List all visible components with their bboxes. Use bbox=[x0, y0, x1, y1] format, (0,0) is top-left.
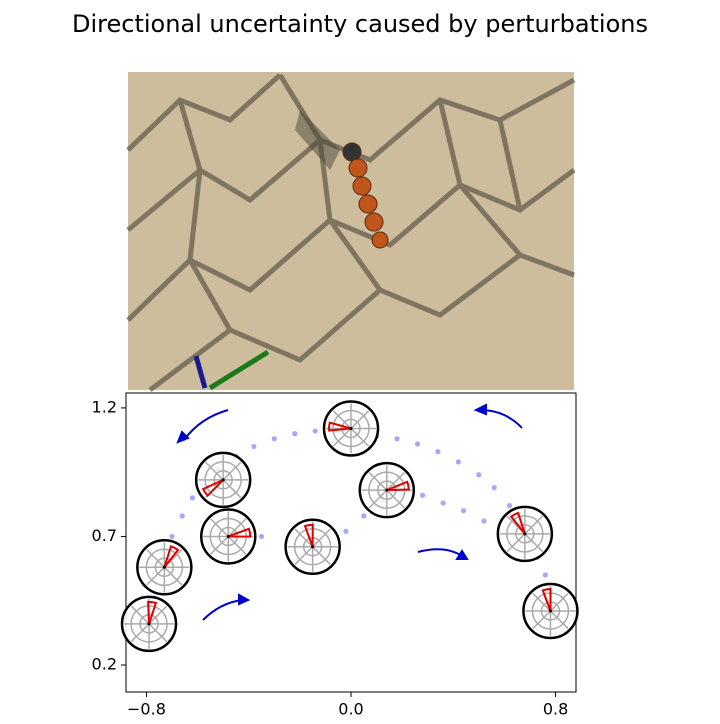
glyph-center bbox=[385, 488, 389, 492]
direction-lobe bbox=[541, 587, 552, 612]
robot bbox=[342, 142, 389, 249]
glyph-spoke bbox=[312, 528, 331, 548]
direction-lobe bbox=[386, 480, 410, 492]
point bbox=[481, 518, 487, 524]
glyph-spoke bbox=[506, 533, 526, 553]
glyph-spoke bbox=[312, 546, 331, 565]
polar-glyph bbox=[522, 582, 579, 640]
point bbox=[460, 508, 467, 514]
glyph-spoke bbox=[386, 489, 406, 509]
polar-glyph bbox=[194, 451, 252, 509]
flow-arrows bbox=[176, 403, 523, 621]
point bbox=[169, 533, 175, 540]
glyph-spoke bbox=[368, 489, 388, 509]
glyph-spoke bbox=[332, 427, 352, 447]
polar-glyph bbox=[358, 461, 416, 519]
point bbox=[292, 431, 298, 437]
axis-green bbox=[208, 349, 270, 391]
glyph-spoke bbox=[130, 605, 150, 625]
point bbox=[189, 495, 196, 501]
glyph-spoke bbox=[146, 549, 165, 568]
point bbox=[258, 533, 265, 540]
glyph-spoke bbox=[524, 515, 544, 535]
glyph-center bbox=[311, 545, 315, 549]
glyph-spoke bbox=[204, 461, 224, 481]
glyph-spoke bbox=[210, 535, 229, 555]
glyph-spoke bbox=[227, 535, 247, 555]
glyph-spoke bbox=[532, 592, 551, 612]
axis-blue bbox=[193, 355, 208, 389]
glyph-center bbox=[226, 534, 230, 538]
point bbox=[271, 436, 277, 442]
glyph-spoke bbox=[222, 461, 242, 481]
polar-glyph bbox=[496, 505, 554, 563]
polar-glyph bbox=[284, 518, 341, 575]
point bbox=[361, 513, 367, 519]
point bbox=[312, 428, 318, 434]
x-tick-label: 0.0 bbox=[338, 700, 363, 719]
glyph-spoke bbox=[130, 623, 150, 643]
title: Directional uncertainty caused by pertur… bbox=[72, 10, 648, 38]
point bbox=[179, 513, 185, 519]
glyph-spoke bbox=[386, 471, 406, 491]
shadow bbox=[295, 110, 340, 170]
point bbox=[419, 492, 426, 498]
point bbox=[455, 459, 461, 465]
point bbox=[440, 500, 446, 506]
glyph-spoke bbox=[148, 623, 168, 643]
glyph-spoke bbox=[350, 410, 370, 430]
direction-lobe bbox=[303, 523, 314, 548]
polar-glyph bbox=[136, 539, 193, 596]
y-tick-label: 0.7 bbox=[92, 526, 117, 545]
direction-lobe bbox=[163, 545, 180, 568]
polar-glyph bbox=[200, 508, 257, 565]
glyph-spoke bbox=[532, 610, 551, 630]
point bbox=[435, 449, 441, 455]
glyph-spoke bbox=[163, 566, 183, 586]
glyph-spoke bbox=[549, 610, 569, 630]
direction-lobe bbox=[201, 478, 224, 498]
point bbox=[542, 572, 548, 578]
direction-lobe bbox=[227, 527, 252, 538]
y-tick-label: 0.2 bbox=[92, 655, 117, 674]
glyph-spoke bbox=[350, 427, 370, 447]
point bbox=[506, 503, 513, 509]
polar-glyph bbox=[322, 400, 380, 457]
glyph-center bbox=[162, 565, 166, 569]
point bbox=[251, 443, 257, 450]
direction-lobe bbox=[147, 600, 158, 625]
glyph-spoke bbox=[549, 592, 569, 612]
point bbox=[343, 528, 349, 534]
polar-glyph bbox=[120, 595, 178, 653]
point bbox=[414, 441, 421, 447]
glyph-spoke bbox=[368, 471, 388, 491]
direction-lobe bbox=[509, 511, 526, 535]
glyph-center bbox=[349, 426, 353, 430]
glyph-spoke bbox=[148, 605, 168, 625]
glyph-spoke bbox=[222, 479, 242, 499]
point bbox=[476, 472, 482, 478]
point bbox=[491, 485, 497, 491]
glyph-center bbox=[221, 478, 225, 482]
glyph-spoke bbox=[332, 410, 352, 430]
glyph-spoke bbox=[210, 518, 229, 537]
x-tick-label: −0.8 bbox=[127, 700, 166, 719]
scene-image bbox=[126, 72, 576, 392]
glyph-spoke bbox=[146, 566, 165, 586]
y-tick-label: 1.2 bbox=[92, 397, 117, 416]
glyph-center bbox=[548, 609, 552, 613]
glyph-spoke bbox=[294, 528, 314, 548]
glyph-center bbox=[523, 532, 527, 536]
glyph-spoke bbox=[524, 533, 544, 553]
direction-lobe bbox=[328, 421, 352, 432]
glyph-spoke bbox=[227, 518, 247, 537]
x-tick-label: 0.8 bbox=[543, 700, 568, 719]
point bbox=[394, 436, 400, 442]
glyph-spoke bbox=[294, 546, 314, 565]
glyph-center bbox=[147, 622, 151, 626]
